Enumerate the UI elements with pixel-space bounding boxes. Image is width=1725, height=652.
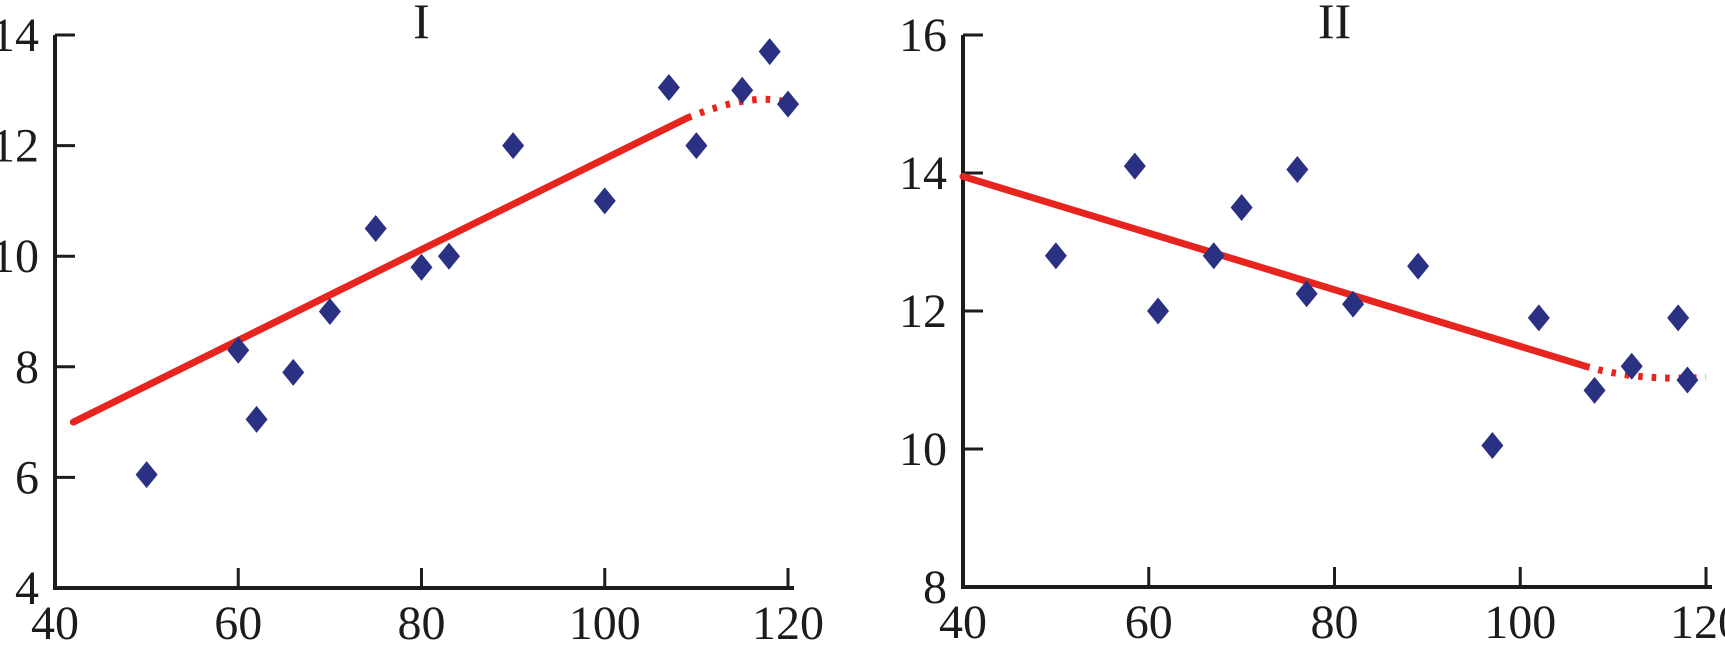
trend-line-dotted [1584, 362, 1707, 382]
data-point-diamond [1620, 352, 1643, 380]
y-tick-label: 8 [923, 561, 947, 614]
plot-II: 40 60 80 100 120 8 10 12 14 16 II [899, 0, 1725, 649]
data-point-diamond [245, 405, 268, 433]
plot-title: II [1318, 0, 1351, 49]
data-point-diamond [364, 215, 387, 243]
data-point-diamond [1123, 152, 1146, 180]
y-tick-label: 14 [0, 9, 39, 62]
y-tick-label: 12 [0, 120, 39, 173]
x-tick-label: 100 [1484, 596, 1556, 649]
y-tick-label: 6 [15, 451, 39, 504]
data-point-diamond [1202, 242, 1225, 270]
data-point-diamond [1527, 304, 1550, 332]
axes-frame [961, 35, 1712, 589]
x-tick-label: 100 [569, 597, 641, 650]
trend-line-dotted [685, 95, 785, 122]
data-point-diamond [1147, 297, 1170, 325]
y-tick-label: 12 [899, 285, 947, 338]
data-point-diamond [1407, 252, 1430, 280]
data-point-diamond [1583, 376, 1606, 404]
data-point-diamond [1667, 304, 1690, 332]
data-point-diamond [1230, 194, 1253, 221]
data-point-diamond [1044, 242, 1067, 270]
data-point-diamond [1286, 156, 1309, 184]
data-point-diamond [502, 132, 525, 160]
y-tick-label: 8 [15, 341, 39, 394]
y-tick-label: 10 [899, 423, 947, 476]
data-point-diamond [1342, 290, 1365, 318]
y-tick-label: 14 [899, 147, 947, 200]
x-tick-label: 40 [939, 596, 987, 649]
data-point-diamond [758, 38, 781, 66]
y-tick-label: 10 [0, 230, 39, 283]
x-tick-label: 40 [31, 597, 79, 650]
data-point-diamond [318, 298, 341, 325]
data-point-diamond [1676, 366, 1699, 394]
x-tick-label: 120 [752, 597, 824, 650]
data-point-diamond [1481, 432, 1504, 460]
data-point-diamond [282, 358, 305, 386]
data-point-diamond [410, 253, 433, 281]
trend-line-solid [959, 172, 1589, 370]
data-point-diamond [593, 187, 616, 215]
data-point-diamond [777, 90, 799, 118]
data-point-diamond [1295, 280, 1318, 308]
data-point-diamond [731, 76, 754, 104]
data-point-diamond [685, 132, 708, 160]
y-tick-label: 16 [899, 9, 947, 62]
x-tick-label: 80 [398, 597, 446, 650]
x-tick-label: 60 [1125, 596, 1173, 649]
x-tick-label: 80 [1311, 596, 1359, 649]
x-tick-label: 60 [214, 597, 262, 650]
x-tick-label: 120 [1670, 596, 1725, 649]
y-tick-label: 4 [15, 562, 39, 615]
data-point-diamond [135, 461, 158, 489]
data-point-diamond [437, 242, 460, 270]
plot-title: I [413, 0, 430, 49]
plot-I: 40 60 80 100 120 4 6 8 10 12 14 I [0, 0, 824, 650]
data-point-diamond [657, 74, 680, 102]
data-point-diamond [227, 336, 250, 364]
trend-line-solid [69, 114, 691, 426]
